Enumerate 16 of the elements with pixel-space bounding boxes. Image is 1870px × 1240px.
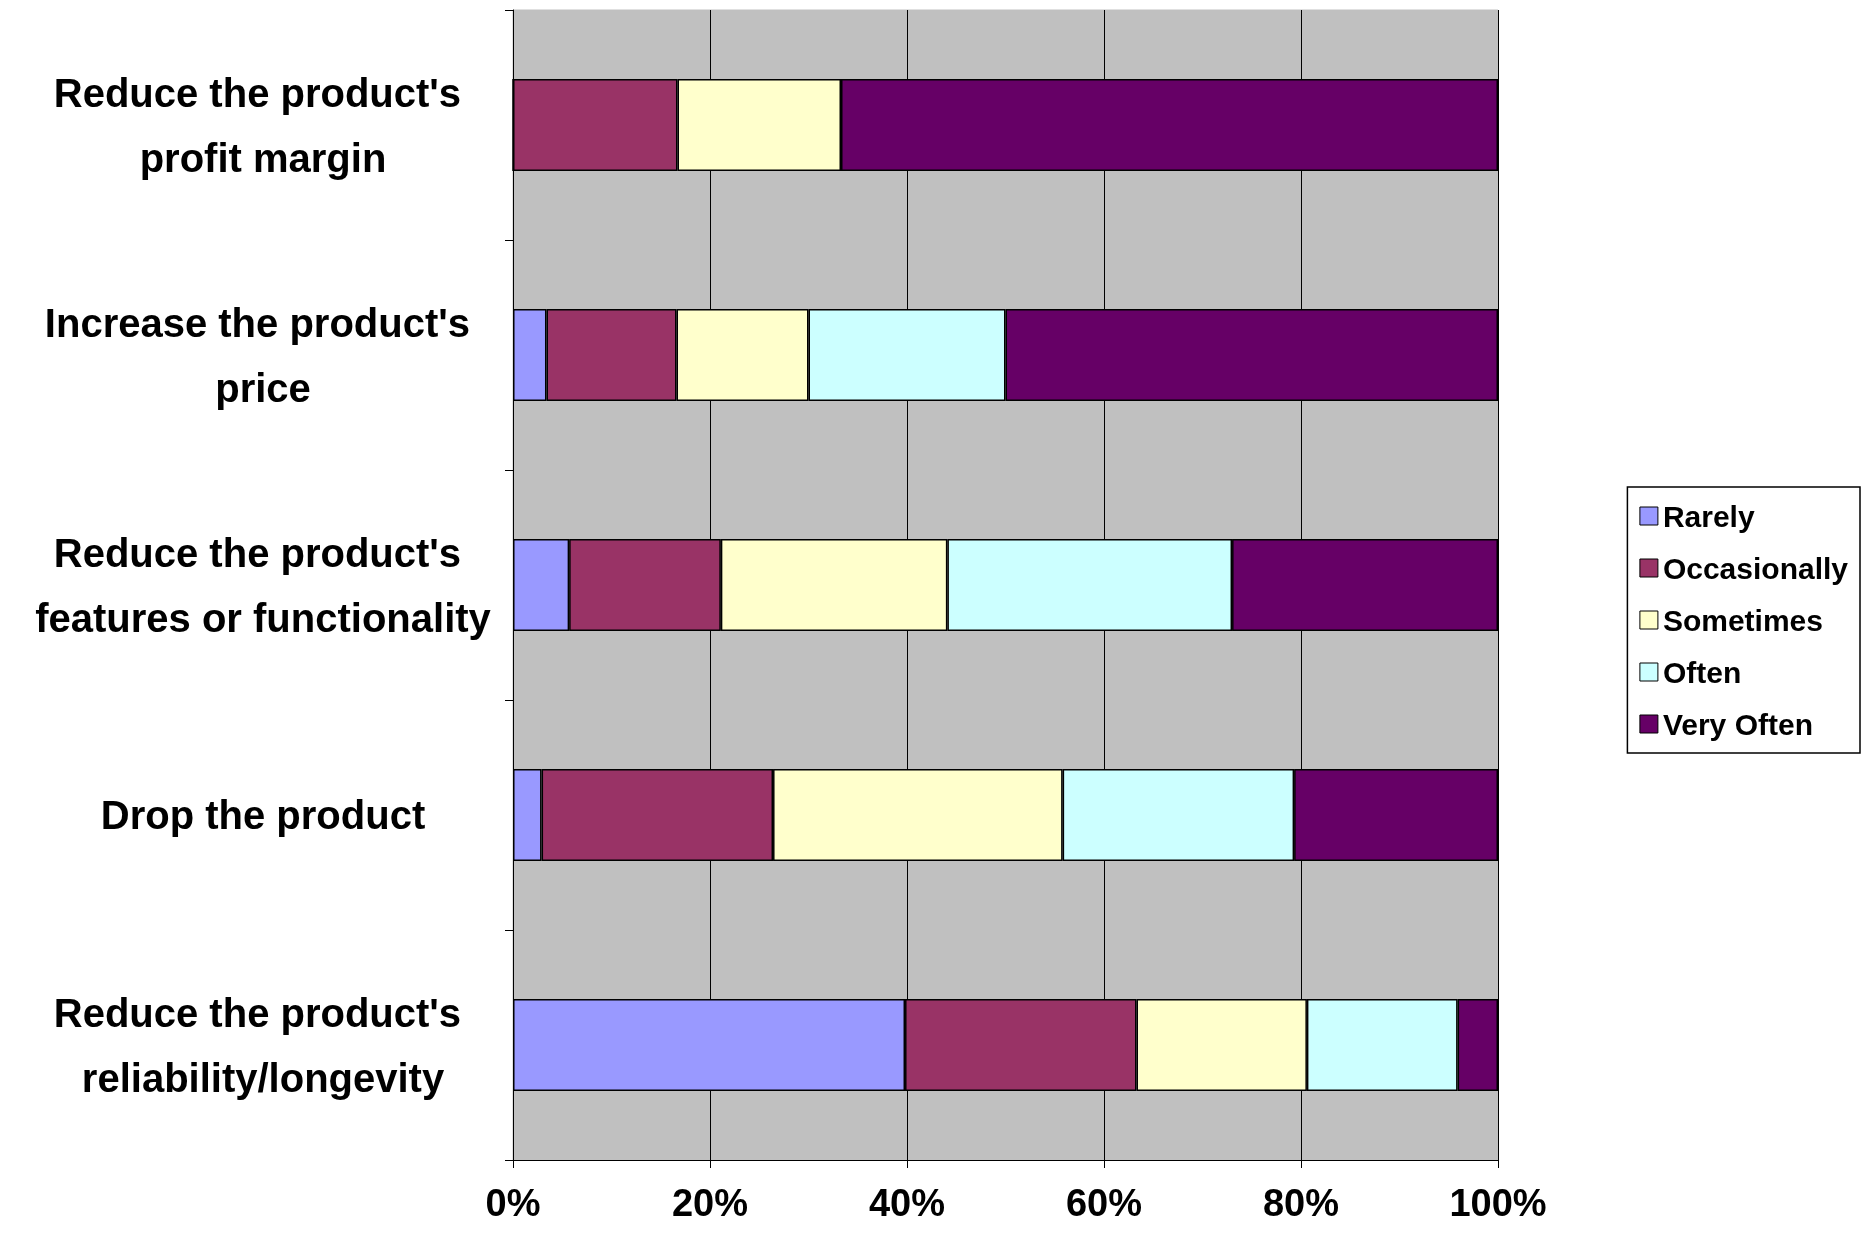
legend-label: Very Often [1662,707,1813,741]
x-tick-label: 60% [1065,1182,1143,1224]
y-tick-label: Reduce the product's profit margin [53,70,473,180]
legend-label: Rarely [1662,499,1755,533]
x-tick-label: 40% [868,1182,946,1224]
x-tick-label: 100% [1449,1182,1547,1224]
y-tick-label: Reduce the product's reliability/longevity [53,990,473,1100]
x-tick-label: 20% [671,1182,749,1224]
x-tick-label: 80% [1262,1182,1340,1224]
x-tick-label: 0% [485,1182,541,1224]
legend-label: Occasionally [1662,551,1849,585]
y-tick-label: Reduce the product's features or functionality [35,530,492,640]
y-tick-label: Increase the product's price [44,300,482,410]
legend-label: Often [1662,655,1742,689]
legend-label: Sometimes [1662,603,1823,637]
y-tick-label: Drop the product [100,793,426,837]
